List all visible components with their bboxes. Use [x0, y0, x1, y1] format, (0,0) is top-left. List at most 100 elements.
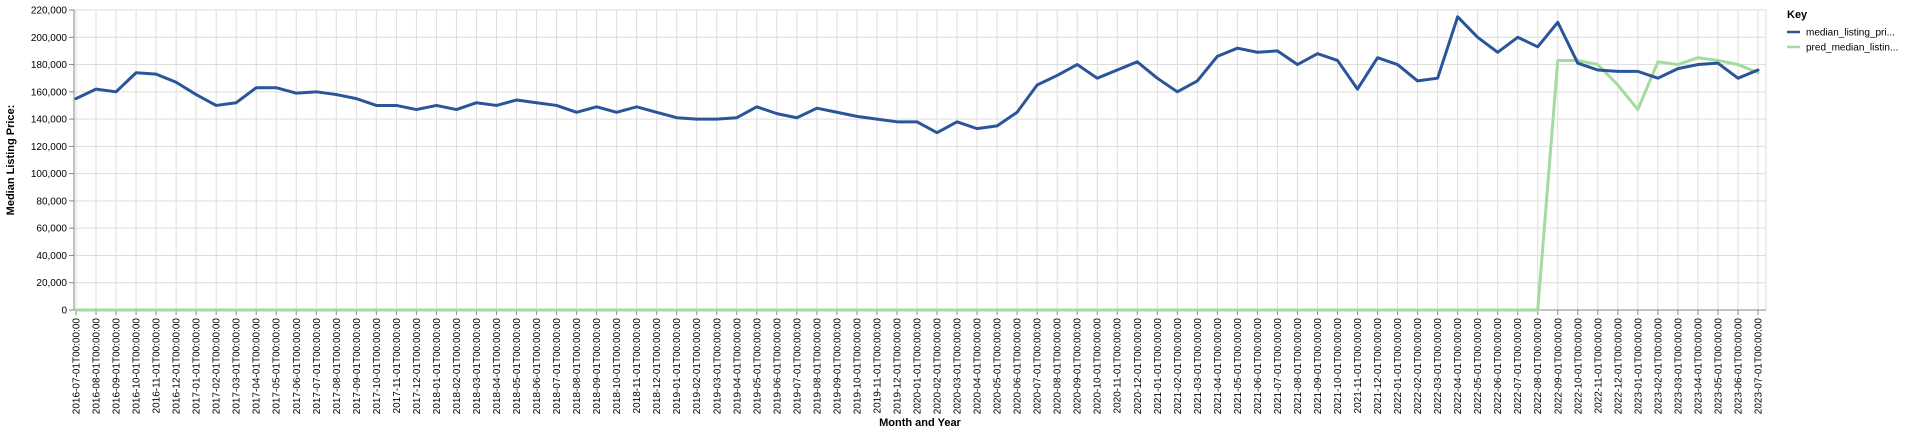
y-tick-label: 140,000	[31, 115, 68, 126]
x-tick-label: 2019-04-01T00:00:00	[732, 318, 743, 415]
x-tick-label: 2017-08-01T00:00:00	[332, 318, 343, 415]
x-tick-label: 2017-03-01T00:00:00	[232, 318, 243, 415]
x-tick-label: 2018-07-01T00:00:00	[552, 318, 563, 415]
x-tick-label: 2016-09-01T00:00:00	[112, 318, 123, 415]
y-axis-title: Median Listing Price:	[5, 105, 17, 216]
x-tick-label: 2020-10-01T00:00:00	[1093, 318, 1104, 415]
x-tick-label: 2016-12-01T00:00:00	[172, 318, 183, 415]
legend-title: Key	[1787, 9, 1808, 21]
x-tick-label: 2022-04-01T00:00:00	[1453, 318, 1464, 415]
y-axis: 0 20,000 40,000 60,000 80,000 100,000 120,000 1…	[31, 6, 75, 317]
x-tick-label: 2017-05-01T00:00:00	[272, 318, 283, 415]
x-tick-label: 2017-02-01T00:00:00	[212, 318, 223, 415]
x-tick-label: 2022-07-01T00:00:00	[1513, 318, 1524, 415]
y-tick-label: 80,000	[36, 196, 67, 207]
series-line-median-listing-price	[74, 15, 1760, 135]
x-tick-label: 2020-12-01T00:00:00	[1133, 318, 1144, 415]
x-tick-label: 2018-12-01T00:00:00	[652, 318, 663, 415]
y-tick-label: 120,000	[31, 142, 68, 153]
x-tick-label: 2018-02-01T00:00:00	[452, 318, 463, 415]
x-tick-label: 2022-09-01T00:00:00	[1553, 318, 1564, 415]
x-tick-label: 2019-03-01T00:00:00	[712, 318, 723, 415]
x-tick-label: 2021-05-01T00:00:00	[1233, 318, 1244, 415]
x-tick-label: 2021-06-01T00:00:00	[1253, 318, 1264, 415]
x-tick-label: 2016-07-01T00:00:00	[72, 318, 83, 415]
x-tick-label: 2022-08-01T00:00:00	[1533, 318, 1544, 415]
x-tick-label: 2018-09-01T00:00:00	[592, 318, 603, 415]
x-tick-label: 2018-04-01T00:00:00	[492, 318, 503, 415]
x-tick-label: 2018-05-01T00:00:00	[512, 318, 523, 415]
x-tick-label: 2021-01-01T00:00:00	[1153, 318, 1164, 415]
series-layer	[74, 15, 1760, 312]
x-tick-label: 2023-04-01T00:00:00	[1693, 318, 1704, 415]
x-tick-label: 2018-10-01T00:00:00	[612, 318, 623, 415]
x-tick-label: 2020-08-01T00:00:00	[1053, 318, 1064, 415]
x-tick-label: 2021-12-01T00:00:00	[1373, 318, 1384, 415]
x-tick-label: 2022-03-01T00:00:00	[1433, 318, 1444, 415]
x-tick-label: 2021-03-01T00:00:00	[1193, 318, 1204, 415]
y-tick-label: 60,000	[36, 224, 67, 235]
x-tick-label: 2019-05-01T00:00:00	[752, 318, 763, 415]
y-tick-label: 40,000	[36, 251, 67, 262]
x-tick-label: 2019-08-01T00:00:00	[812, 318, 823, 415]
x-tick-label: 2020-04-01T00:00:00	[973, 318, 984, 415]
y-tick-label: 160,000	[31, 87, 68, 98]
x-tick-label: 2022-12-01T00:00:00	[1613, 318, 1624, 415]
x-tick-label: 2018-06-01T00:00:00	[532, 318, 543, 415]
x-tick-label: 2020-02-01T00:00:00	[933, 318, 944, 415]
x-tick-label: 2017-04-01T00:00:00	[252, 318, 263, 415]
legend-label: median_listing_pri...	[1806, 28, 1895, 39]
x-tick-label: 2020-09-01T00:00:00	[1073, 318, 1084, 415]
x-tick-label: 2019-11-01T00:00:00	[872, 318, 883, 414]
x-tick-label: 2017-10-01T00:00:00	[372, 318, 383, 415]
y-tick-label: 180,000	[31, 60, 68, 71]
x-tick-label: 2018-01-01T00:00:00	[432, 318, 443, 415]
plot-area	[73, 9, 1767, 311]
x-tick-label: 2017-06-01T00:00:00	[292, 318, 303, 415]
x-tick-label: 2019-07-01T00:00:00	[792, 318, 803, 415]
x-tick-label: 2017-12-01T00:00:00	[412, 318, 423, 415]
x-tick-label: 2022-05-01T00:00:00	[1473, 318, 1484, 415]
x-tick-label: 2021-10-01T00:00:00	[1333, 318, 1344, 415]
x-tick-label: 2023-05-01T00:00:00	[1713, 318, 1724, 415]
x-tick-label: 2022-02-01T00:00:00	[1413, 318, 1424, 415]
x-tick-label: 2017-09-01T00:00:00	[352, 318, 363, 415]
x-tick-label: 2019-06-01T00:00:00	[772, 318, 783, 415]
x-tick-label: 2020-07-01T00:00:00	[1033, 318, 1044, 415]
x-tick-label: 2022-01-01T00:00:00	[1393, 318, 1404, 415]
x-tick-label: 2017-07-01T00:00:00	[312, 318, 323, 415]
x-tick-label: 2022-10-01T00:00:00	[1573, 318, 1584, 415]
x-tick-label: 2019-02-01T00:00:00	[692, 318, 703, 415]
x-tick-label: 2021-02-01T00:00:00	[1173, 318, 1184, 415]
x-tick-label: 2020-03-01T00:00:00	[953, 318, 964, 415]
x-tick-label: 2018-08-01T00:00:00	[572, 318, 583, 415]
x-tick-label: 2020-06-01T00:00:00	[1013, 318, 1024, 415]
x-tick-label: 2016-10-01T00:00:00	[132, 318, 143, 415]
x-tick-label: 2021-08-01T00:00:00	[1293, 318, 1304, 415]
gridlines	[73, 9, 1767, 311]
x-tick-label: 2023-06-01T00:00:00	[1733, 318, 1744, 415]
series-line-pred-median-listing	[74, 56, 1760, 312]
x-tick-label: 2018-03-01T00:00:00	[472, 318, 483, 415]
x-tick-label: 2016-08-01T00:00:00	[92, 318, 103, 415]
x-tick-label: 2021-07-01T00:00:00	[1273, 318, 1284, 415]
x-tick-label: 2019-12-01T00:00:00	[892, 318, 903, 415]
y-tick-label: 20,000	[36, 278, 67, 289]
y-tick-label: 220,000	[31, 6, 68, 17]
y-tick-label: 0	[61, 306, 67, 317]
legend-label: pred_median_listin...	[1806, 43, 1898, 54]
x-tick-label: 2020-05-01T00:00:00	[993, 318, 1004, 415]
x-tick-label: 2021-09-01T00:00:00	[1313, 318, 1324, 415]
x-tick-label: 2019-09-01T00:00:00	[832, 318, 843, 415]
x-tick-label: 2021-11-01T00:00:00	[1353, 318, 1364, 414]
x-tick-label: 2023-02-01T00:00:00	[1653, 318, 1664, 415]
x-tick-label: 2023-07-01T00:00:00	[1754, 318, 1765, 415]
x-tick-label: 2021-04-01T00:00:00	[1213, 318, 1224, 415]
x-tick-label: 2023-03-01T00:00:00	[1673, 318, 1684, 415]
x-tick-label: 2017-11-01T00:00:00	[392, 318, 403, 414]
x-tick-label: 2017-01-01T00:00:00	[192, 318, 203, 415]
x-tick-label: 2020-11-01T00:00:00	[1113, 318, 1124, 414]
x-tick-label: 2022-11-01T00:00:00	[1593, 318, 1604, 414]
legend: Key median_listing_pri... pred_median_lis…	[1787, 9, 1898, 54]
